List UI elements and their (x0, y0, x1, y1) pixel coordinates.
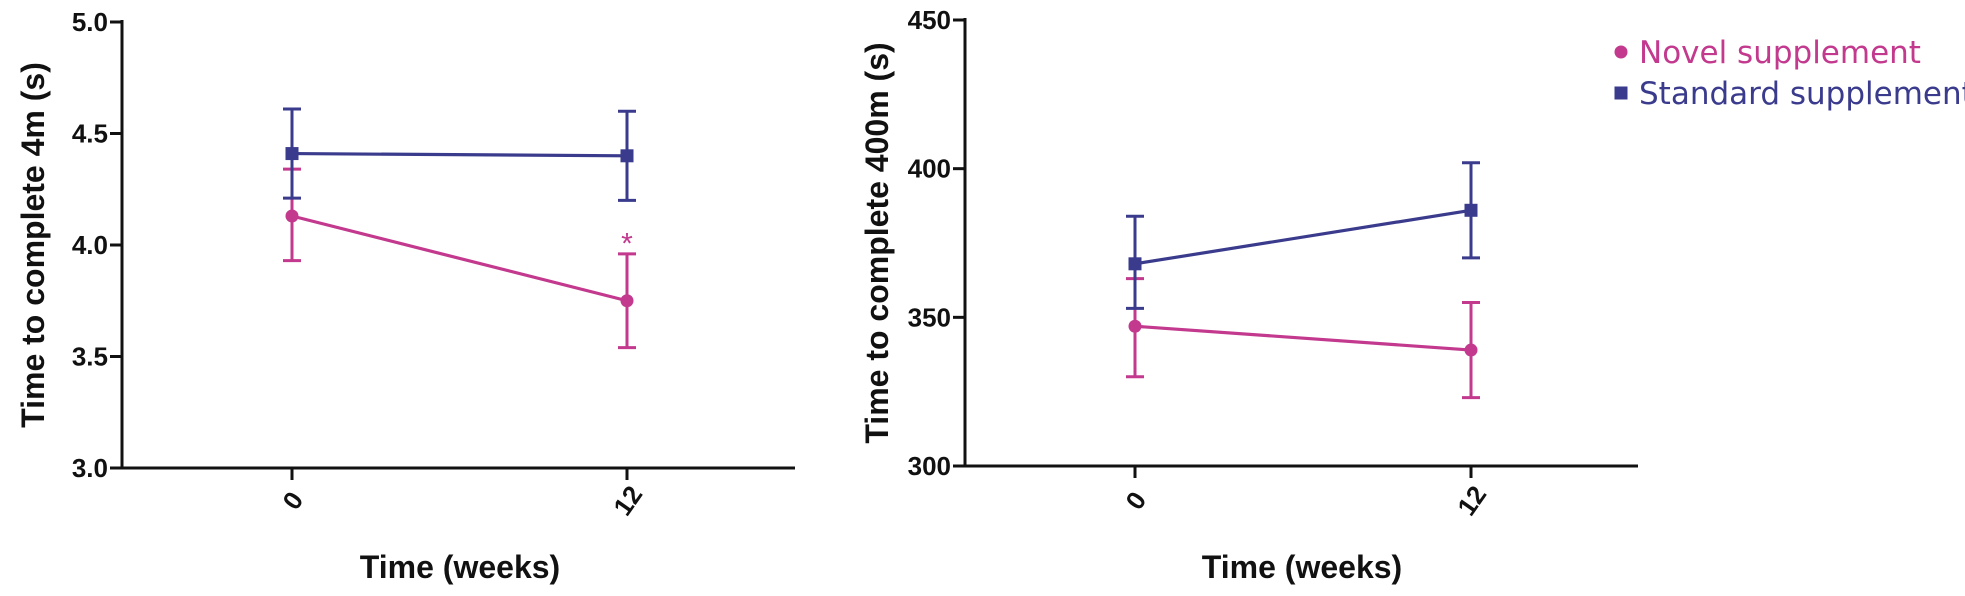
y-tick-label: 300 (908, 451, 951, 481)
series-line (1134, 208, 1472, 266)
y-tick-label: 3.5 (72, 342, 108, 372)
data-point-circle (1464, 343, 1478, 357)
data-point-square (285, 147, 299, 161)
data-point-circle (285, 209, 299, 223)
y-tick-label: 400 (908, 154, 951, 184)
data-point-circle (1128, 319, 1142, 333)
chart-panel-4m: 3.0 3.5 4.0 4.5 5.0 0 12 Time to complete 4m (s… (15, 7, 795, 585)
series-novel (1126, 277, 1480, 400)
series-line (291, 214, 628, 303)
y-tick-label: 4.0 (72, 230, 108, 260)
x-tick-label: 12 (607, 480, 648, 521)
legend: Novel supplement Standard supplement (1614, 35, 1965, 112)
y-tick-label: 350 (908, 302, 951, 332)
chart-panel-400m: 300 350 400 450 0 12 Time to complete 400m (s)… (859, 5, 1638, 585)
legend-marker-square (1614, 86, 1628, 100)
series-line (1134, 324, 1472, 352)
legend-label: Novel supplement (1639, 35, 1921, 71)
significance-asterisk: * (621, 228, 633, 261)
legend-marker-circle (1614, 45, 1628, 59)
x-axis-title: Time (weeks) (1202, 549, 1402, 585)
x-axis-title: Time (weeks) (360, 549, 560, 585)
series-novel (283, 167, 636, 350)
y-axis-title: Time to complete 4m (s) (15, 62, 51, 428)
data-point-circle (620, 294, 634, 308)
data-point-square (1128, 257, 1142, 271)
y-tick-label: 4.5 (72, 119, 108, 149)
series-line (291, 151, 628, 158)
x-tick-label: 0 (1119, 486, 1152, 515)
data-point-square (1464, 203, 1478, 217)
y-tick-label: 5.0 (72, 7, 108, 37)
y-tick-label: 3.0 (72, 453, 108, 483)
data-point-square (620, 149, 634, 163)
series-standard (283, 107, 636, 202)
y-axis-title: Time to complete 400m (s) (859, 42, 895, 443)
legend-label: Standard supplement (1639, 76, 1965, 112)
x-tick-label: 0 (276, 486, 309, 515)
y-tick-label: 450 (908, 5, 951, 35)
x-tick-label: 12 (1451, 480, 1492, 521)
series-standard (1126, 161, 1480, 310)
